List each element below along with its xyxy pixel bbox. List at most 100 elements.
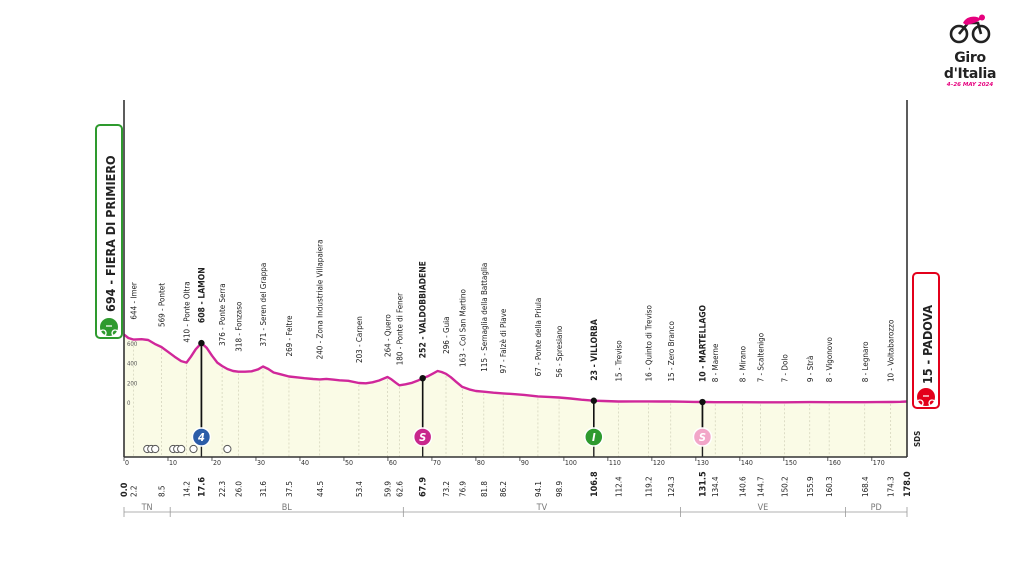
marker-label: 4 xyxy=(198,431,205,444)
km-label: 94.1 xyxy=(534,481,543,497)
x-tick-label: 120 xyxy=(653,459,665,467)
place-label: 318 - Fonzaso xyxy=(234,301,243,352)
region-label: TV xyxy=(536,503,548,513)
place-label: 67 - Ponte della Priula xyxy=(534,298,543,377)
sprint-badge xyxy=(412,427,433,447)
place-label: 8 - Vigonovo xyxy=(825,337,834,383)
x-tick-label: 60 xyxy=(389,459,397,467)
place-label: 371 - Seren del Grappa xyxy=(259,263,268,347)
region-label: BL xyxy=(282,503,293,513)
altitude-tick-label: 600 xyxy=(127,341,138,348)
km-label: 98.9 xyxy=(555,481,564,497)
altitude-tick-label: 400 xyxy=(127,361,138,368)
profile-area xyxy=(123,333,908,457)
altitude-ticks: 600 400 200 0 xyxy=(127,341,138,407)
km-label: 26.0 xyxy=(234,481,243,497)
place-label: 203 - Carpen xyxy=(355,316,364,363)
km-label: 112.4 xyxy=(614,476,623,497)
place-label: 16 - Quinto di Treviso xyxy=(644,305,653,382)
start-box xyxy=(95,124,123,339)
x-tick-label: 50 xyxy=(345,459,353,467)
place-label: 7 - Scaltenigo xyxy=(757,332,766,382)
km-label: 106.8 xyxy=(590,471,600,497)
km-label: 144.7 xyxy=(757,476,766,497)
km-label: 119.2 xyxy=(644,476,653,497)
start-bike-icon xyxy=(99,325,119,337)
km-label: 124.3 xyxy=(667,476,676,497)
intermediate-badge xyxy=(584,427,604,447)
sprint-light-badge xyxy=(692,427,713,447)
x-tick-label: 0 xyxy=(125,459,129,467)
km-label: 86.2 xyxy=(499,481,508,497)
km-label: 17.6 xyxy=(197,477,207,497)
kom-badge xyxy=(191,427,212,447)
km-label: 76.9 xyxy=(458,481,467,497)
x-tick-label: 40 xyxy=(301,459,309,467)
place-label: 296 - Guia xyxy=(442,316,451,353)
km-label: 62.6 xyxy=(395,481,404,497)
place-label: 252 - VALDOBBIADENE xyxy=(419,261,429,358)
place-label: 10 - Voltabarozzo xyxy=(887,319,896,382)
km-axis: 0 10 20 30 40 50 60 70 80 90 100 110 120 130 140 150 160… xyxy=(123,100,908,467)
place-label: 97 - Falzè di Piave xyxy=(498,308,508,373)
finish-flag-icon xyxy=(917,388,935,406)
km-label: 37.5 xyxy=(285,481,294,497)
x-tick-label: 160 xyxy=(829,459,841,467)
cyclist-icon xyxy=(949,14,991,44)
sds-logo: SDS xyxy=(913,431,922,447)
km-label: 140.6 xyxy=(738,476,747,497)
km-label: 155.9 xyxy=(806,476,815,497)
place-label: 9 - Strà xyxy=(806,356,815,383)
place-label: 264 - Quero xyxy=(383,314,392,357)
altitude-tick-label: 0 xyxy=(127,400,131,407)
x-tick-label: 10 xyxy=(169,459,177,467)
place-label: 8 - Maerne xyxy=(711,343,720,382)
km-label: 14.2 xyxy=(182,481,191,497)
place-label: 7 - Dolo xyxy=(781,354,790,383)
region-label: VE xyxy=(758,503,769,513)
logo-dates: 4–26 MAY 2024 xyxy=(946,82,994,88)
finish-bike-icon xyxy=(916,395,936,407)
profile-fill xyxy=(124,334,907,457)
finish-label: 15 - PADOVA xyxy=(920,305,935,384)
place-label: 10 - MARTELLAGO xyxy=(698,304,708,382)
place-label: 15 - Zero Branco xyxy=(667,321,676,382)
place-label: 644 - Imer xyxy=(130,282,139,319)
logo-title: Giro d'Italia xyxy=(943,50,997,82)
place-label: 410 - Ponte Oltra xyxy=(182,281,191,342)
place-label: 163 - Col San Martino xyxy=(458,289,467,367)
place-label: 569 - Pontet xyxy=(157,283,166,327)
profile-markers: 4 S I S xyxy=(143,339,713,454)
place-label: 240 - Zona Industriale Villapaiera xyxy=(316,239,325,359)
km-label: 178.0 xyxy=(903,471,913,497)
profile-line xyxy=(123,333,908,404)
place-label: 376 - Ponte Serra xyxy=(218,283,227,346)
place-labels: 644 - Imer 569 - Pontet 410 - Ponte Oltra 6… xyxy=(130,239,896,382)
x-tick-label: 90 xyxy=(521,459,529,467)
x-tick-label: 70 xyxy=(433,459,441,467)
start-label: 694 - FIERA DI PRIMIERO xyxy=(103,155,118,312)
place-label: 180 - Ponte di Fener xyxy=(395,293,404,365)
x-tick-label: 130 xyxy=(697,459,709,467)
km-label: 131.5 xyxy=(698,471,708,497)
marker-label: I xyxy=(592,431,596,444)
km-label: 2.2 xyxy=(130,486,139,497)
place-label: 8 - Legnaro xyxy=(861,341,870,382)
small-marker xyxy=(189,444,198,454)
region-bar: TN BL TV VE PD xyxy=(123,503,908,517)
km-label: 168.4 xyxy=(861,476,870,497)
small-marker xyxy=(177,444,186,454)
place-label: 8 - Mirano xyxy=(738,345,747,382)
km-label: 0.0 xyxy=(120,482,130,497)
km-label: 174.3 xyxy=(887,476,896,497)
marker-label: S xyxy=(699,431,706,444)
finish-box xyxy=(912,272,940,409)
x-tick-label: 170 xyxy=(873,459,885,467)
km-label: 81.8 xyxy=(480,481,489,497)
km-label: 22.3 xyxy=(218,481,227,497)
km-labels: 0.0 2.2 8.5 14.2 17.6 22.3 26.0 31.6 37.5 44.5 53.… xyxy=(120,471,913,497)
km-label: 134.4 xyxy=(711,476,720,497)
x-tick-label: 150 xyxy=(785,459,797,467)
km-label: 73.2 xyxy=(442,481,451,497)
